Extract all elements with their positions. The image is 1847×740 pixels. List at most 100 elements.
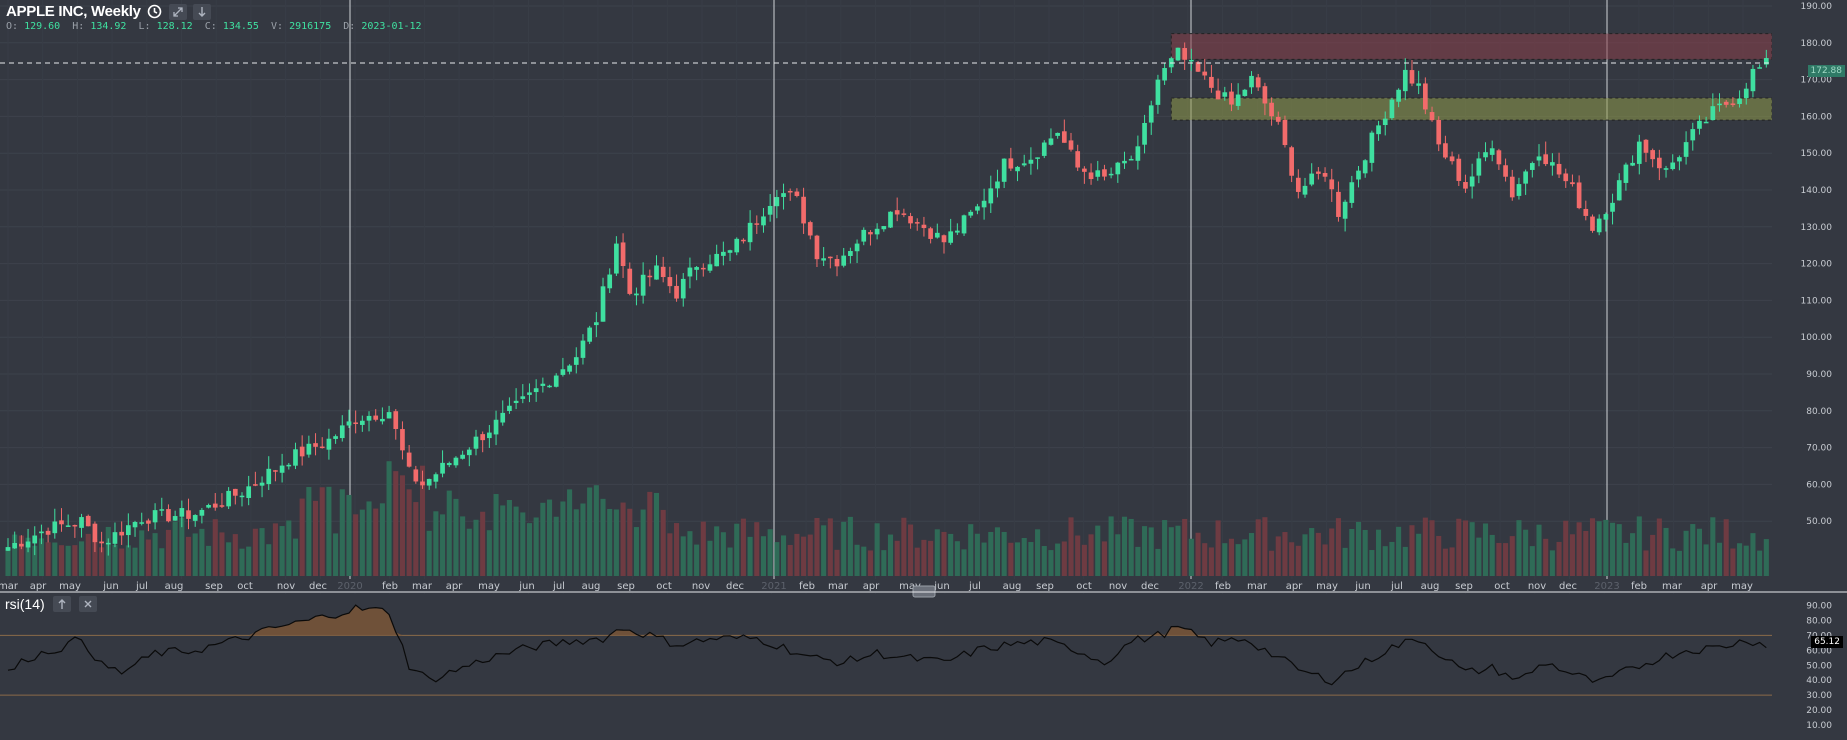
volume-bar xyxy=(239,548,245,576)
candle-body xyxy=(1269,102,1274,117)
candle-body xyxy=(941,235,947,243)
volume-bar xyxy=(299,498,305,576)
volume-bar xyxy=(961,549,967,576)
rsi-line xyxy=(7,604,1767,686)
volume-bar xyxy=(399,475,405,576)
candle-body xyxy=(854,243,860,252)
candle-body xyxy=(848,251,853,256)
volume-bar xyxy=(52,542,58,576)
candle-body xyxy=(1175,47,1181,61)
candle-body xyxy=(533,388,539,393)
volume-bar xyxy=(921,539,927,576)
candle-body xyxy=(593,322,599,326)
candle-body xyxy=(1182,48,1188,60)
candle-body xyxy=(995,181,1000,189)
candle-body xyxy=(1456,158,1462,181)
volume-bar xyxy=(1683,530,1689,576)
candle-body xyxy=(767,205,773,215)
candle-body xyxy=(1369,132,1375,163)
candle-body xyxy=(834,258,840,267)
candle-body xyxy=(1677,157,1682,162)
candle-body xyxy=(1556,163,1562,175)
candle-body xyxy=(861,229,867,242)
volume-bar xyxy=(1128,518,1134,576)
time-axis-label: apr xyxy=(1286,581,1303,592)
volume-bar xyxy=(85,533,91,576)
volume-bar xyxy=(480,511,486,576)
volume-bar xyxy=(366,501,372,576)
candle-body xyxy=(146,520,151,524)
volume-bar xyxy=(640,509,646,576)
volume-bar xyxy=(1482,523,1489,576)
volume-bar xyxy=(974,533,980,576)
volume-bar xyxy=(1001,531,1007,576)
volume-bar xyxy=(1730,548,1736,576)
candle-body xyxy=(1028,159,1034,164)
time-axis-label: mar xyxy=(0,581,19,592)
volume-bar xyxy=(473,519,479,576)
volume-bar xyxy=(279,526,285,576)
move-down-icon[interactable] xyxy=(192,3,211,20)
candle-body xyxy=(1717,103,1722,106)
candle-body xyxy=(1750,68,1756,92)
time-axis-label: jun xyxy=(1354,581,1370,592)
ohlc-open-label: O: xyxy=(6,21,19,32)
volume-bar xyxy=(326,486,332,576)
volume-bar xyxy=(1168,527,1174,576)
time-axis-label: may xyxy=(59,581,81,592)
volume-bar xyxy=(694,544,700,576)
candle-body xyxy=(914,222,920,224)
volume-bar xyxy=(1342,547,1348,576)
price-tick-label: 70.00 xyxy=(1806,444,1832,454)
candle-body xyxy=(1102,169,1107,177)
volume-bar xyxy=(272,523,278,576)
expand-icon[interactable] xyxy=(168,3,187,20)
candle-body xyxy=(553,375,559,387)
candle-body xyxy=(326,438,332,450)
volume-bar xyxy=(1416,533,1422,576)
close-icon[interactable] xyxy=(78,596,97,612)
volume-bar xyxy=(1215,520,1221,576)
candle-body xyxy=(841,255,847,266)
candle-body xyxy=(246,486,252,498)
candle-body xyxy=(1523,171,1528,184)
volume-bar xyxy=(172,521,178,576)
clock-icon[interactable] xyxy=(147,4,163,20)
move-up-icon[interactable] xyxy=(52,596,71,612)
candle-body xyxy=(1336,191,1341,217)
candle-body xyxy=(1663,168,1669,170)
ohlc-low: 128.12 xyxy=(156,21,193,32)
candle-body xyxy=(72,524,78,527)
candle-body xyxy=(1015,166,1020,172)
volume-bar xyxy=(1616,524,1622,576)
volume-bar xyxy=(506,499,512,576)
candle-body xyxy=(313,443,318,447)
candle-body xyxy=(774,197,780,207)
candle-body xyxy=(466,449,472,456)
candle-body xyxy=(152,510,158,523)
candle-body xyxy=(112,532,118,544)
volume-bar xyxy=(821,525,827,576)
candle-body xyxy=(52,521,58,534)
candle-body xyxy=(1282,119,1288,146)
volume-bar xyxy=(1610,522,1616,576)
ohlc-high-label: H: xyxy=(72,21,85,32)
candle-body xyxy=(206,505,211,508)
volume-bar xyxy=(513,506,519,576)
volume-bar xyxy=(526,523,533,576)
candle-body xyxy=(754,223,760,225)
candle-body xyxy=(139,522,145,524)
candle-body xyxy=(1155,79,1161,105)
candle-body xyxy=(132,522,138,528)
candle-body xyxy=(359,420,365,425)
volume-bar xyxy=(881,550,887,576)
candle-body xyxy=(660,266,666,278)
volume-bar xyxy=(827,518,833,576)
volume-bar xyxy=(1543,538,1549,576)
candle-body xyxy=(707,264,713,271)
volume-bar xyxy=(199,528,205,576)
time-axis-label: mar xyxy=(1247,581,1268,592)
volume-bar xyxy=(286,520,292,576)
candle-body xyxy=(1650,150,1655,160)
price-tick-label: 120.00 xyxy=(1801,260,1833,270)
